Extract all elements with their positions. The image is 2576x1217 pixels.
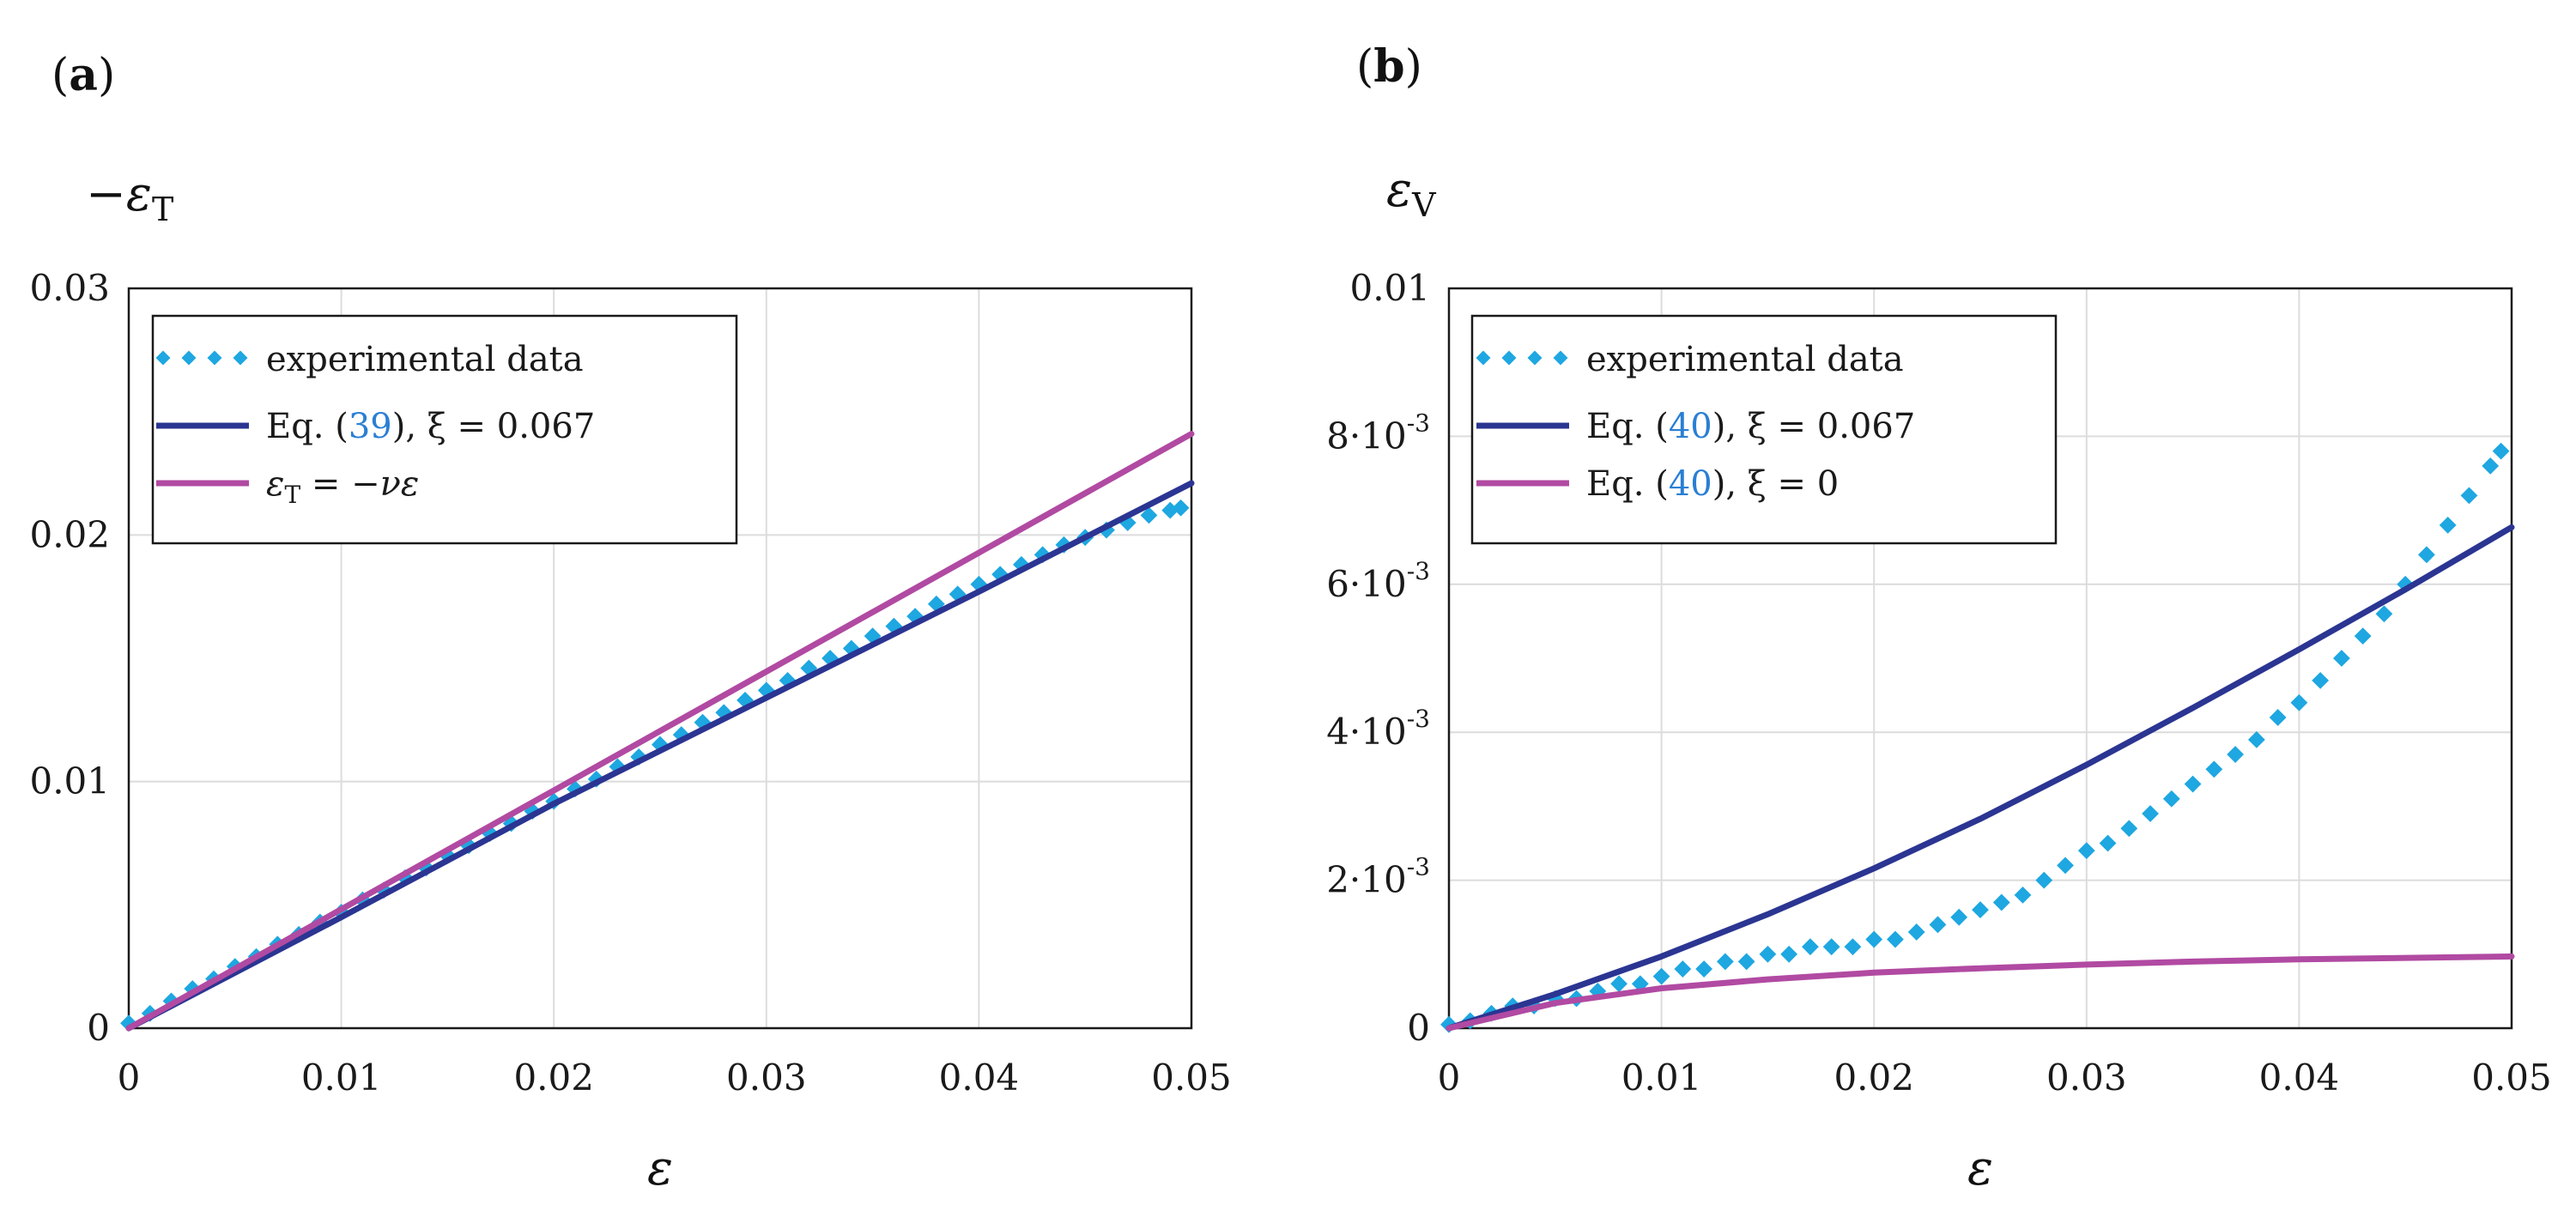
panel-b-y-tick-label: 2·10-3 — [1326, 853, 1430, 901]
panel-b-data-point — [1802, 938, 1819, 956]
panel-b-legend: experimental data Eq. (40), ξ = 0.067 Eq… — [1470, 314, 2058, 545]
panel-a-marks — [120, 431, 1195, 1032]
panel-a-x-tick-label: 0.05 — [1151, 1057, 1232, 1099]
panel-a-data-point — [1172, 499, 1190, 517]
panel-a-legend: experimental data Eq. (39), ξ = 0.067 εT… — [151, 314, 738, 545]
panel-b-data-point — [1759, 945, 1777, 963]
panel-b-x-tick-label: 0.03 — [2046, 1057, 2127, 1099]
panel-b-y-axis-title: εV — [1386, 162, 1436, 224]
panel-b-data-point — [2205, 760, 2223, 778]
panel-b-series-line-1 — [1446, 524, 2515, 1032]
panel-b-data-point — [1992, 893, 2010, 911]
panel-b-data-point — [2375, 605, 2393, 623]
panel-b-data-point — [1652, 967, 1670, 985]
panel-b-data-point — [2269, 709, 2287, 726]
panel-a-data-point — [1140, 506, 1158, 524]
panel-a-series-line-1 — [125, 480, 1195, 1032]
panel-b-label: (b) — [1356, 40, 1422, 93]
panel-a-x-ticks: 0 0.01 0.02 0.03 0.04 0.05 — [118, 1057, 1232, 1099]
panel-b-data-point — [2482, 457, 2500, 475]
panel-b-plot-frame — [1447, 287, 2513, 1030]
panel-a-legend-label-experimental: experimental data — [266, 340, 584, 379]
panel-b-data-point — [2035, 871, 2053, 889]
panel-a-series-line-2 — [125, 431, 1195, 1032]
panel-a-y-tick-label: 0.01 — [29, 760, 110, 802]
panel-b-y-tick-label: 4·10-3 — [1326, 705, 1430, 753]
panel-b-data-point — [2492, 442, 2510, 460]
panel-b-data-point — [1780, 945, 1798, 963]
panel-b-data-point — [2418, 546, 2435, 564]
panel-b-x-tick-label: 0.05 — [2471, 1057, 2552, 1099]
panel-b-y-tick-label: 8·10-3 — [1326, 409, 1430, 457]
panel-b-data-point — [2290, 693, 2308, 711]
panel-b-legend-label-model: Eq. (40), ξ = 0.067 — [1586, 407, 1915, 446]
panel-b-data-point — [1737, 953, 1755, 971]
panel-b-data-point — [2184, 775, 2202, 793]
panel-a-x-tick-label: 0.02 — [513, 1057, 594, 1099]
panel-b-x-axis-title: ε — [1967, 1141, 1993, 1196]
panel-a-y-tick-label: 0.03 — [29, 267, 110, 309]
panel-a-y-ticks: 0 0.01 0.02 0.03 — [29, 267, 110, 1049]
panel-a-y-tick-label: 0.02 — [29, 513, 110, 555]
panel-b-data-point — [2014, 886, 2032, 904]
panel-b-data-point — [1907, 923, 1925, 941]
panel-b-x-tick-label: 0.02 — [1834, 1057, 1914, 1099]
panel-b-data-point — [2099, 834, 2117, 852]
panel-a-x-tick-label: 0.04 — [939, 1057, 1020, 1099]
panel-b-data-point — [2142, 805, 2159, 822]
panel-b-data-point — [1887, 930, 1904, 948]
panel-b-data-point — [1972, 901, 1989, 918]
panel-b-x-tick-label: 0.01 — [1621, 1057, 1702, 1099]
panel-b-data-point — [2312, 671, 2330, 689]
panel-b-data-point — [2354, 627, 2372, 645]
panel-a-x-tick-label: 0.01 — [301, 1057, 382, 1099]
panel-b-series-line-2 — [1446, 953, 2515, 1032]
panel-a-plot-frame — [127, 287, 1193, 1030]
panel-b-data-point — [2162, 790, 2180, 808]
panel-b-data-point — [2333, 650, 2350, 667]
panel-a: (a) −εT 00.010.020.03 0 0.01 0.02 0.03 0.04 0… — [29, 49, 1231, 1196]
panel-b-y-tick-label: 0.01 — [1349, 267, 1430, 309]
panel-b-data-point — [1844, 938, 1862, 956]
panel-b-data-point — [1822, 938, 1840, 956]
panel-a-y-tick-label: 0 — [87, 1007, 110, 1049]
panel-b-data-point — [2120, 820, 2138, 838]
panel-a-x-axis-title: ε — [647, 1141, 673, 1196]
panel-b-legend-label-experimental: experimental data — [1586, 340, 1904, 379]
panel-b-data-point — [2227, 746, 2245, 763]
panel-a-y-axis-title: −εT — [86, 167, 173, 228]
panel-a-legend-label-reference: εT = −νε — [266, 464, 419, 509]
panel-b-x-tick-label: 0.04 — [2259, 1057, 2340, 1099]
panel-a-label: (a) — [52, 49, 115, 101]
panel-b-data-point — [1674, 960, 1692, 978]
panel-a-legend-swatch-experimental — [155, 350, 248, 366]
panel-b: (b) εV 0 2·10-3 4·10-3 6·10-3 8·10-3 0.01 0 0.… — [1326, 40, 2552, 1196]
panel-b-x-ticks: 0 0.01 0.02 0.03 0.04 0.05 — [1438, 1057, 2552, 1099]
panel-b-legend-label-elastic: Eq. (40), ξ = 0 — [1586, 464, 1839, 504]
panel-b-data-point — [2247, 730, 2265, 748]
panel-b-data-point — [2439, 516, 2457, 534]
panel-b-data-point — [1865, 930, 1883, 948]
panel-b-legend-box — [1470, 314, 2058, 545]
panel-b-data-point — [2460, 487, 2478, 505]
panel-a-legend-box — [151, 314, 738, 545]
panel-b-y-ticks: 0 2·10-3 4·10-3 6·10-3 8·10-3 0.01 — [1326, 267, 1430, 1049]
panel-b-y-tick-label: 6·10-3 — [1326, 557, 1430, 605]
panel-b-data-point — [1610, 975, 1627, 993]
panel-a-legend-label-model: Eq. (39), ξ = 0.067 — [266, 407, 595, 446]
panel-b-data-point — [1695, 960, 1713, 978]
panel-b-data-point — [2077, 842, 2095, 860]
panel-b-y-tick-label: 0 — [1407, 1007, 1430, 1049]
panel-b-data-point — [1950, 908, 1968, 926]
panel-a-x-tick-label: 0 — [118, 1057, 141, 1099]
panel-b-data-point — [1716, 953, 1734, 971]
panel-b-data-point — [1929, 916, 1947, 934]
panel-a-x-tick-label: 0.03 — [726, 1057, 807, 1099]
panel-b-data-point — [2057, 857, 2074, 875]
panel-b-x-tick-label: 0 — [1438, 1057, 1461, 1099]
panel-b-marks — [1440, 442, 2515, 1033]
